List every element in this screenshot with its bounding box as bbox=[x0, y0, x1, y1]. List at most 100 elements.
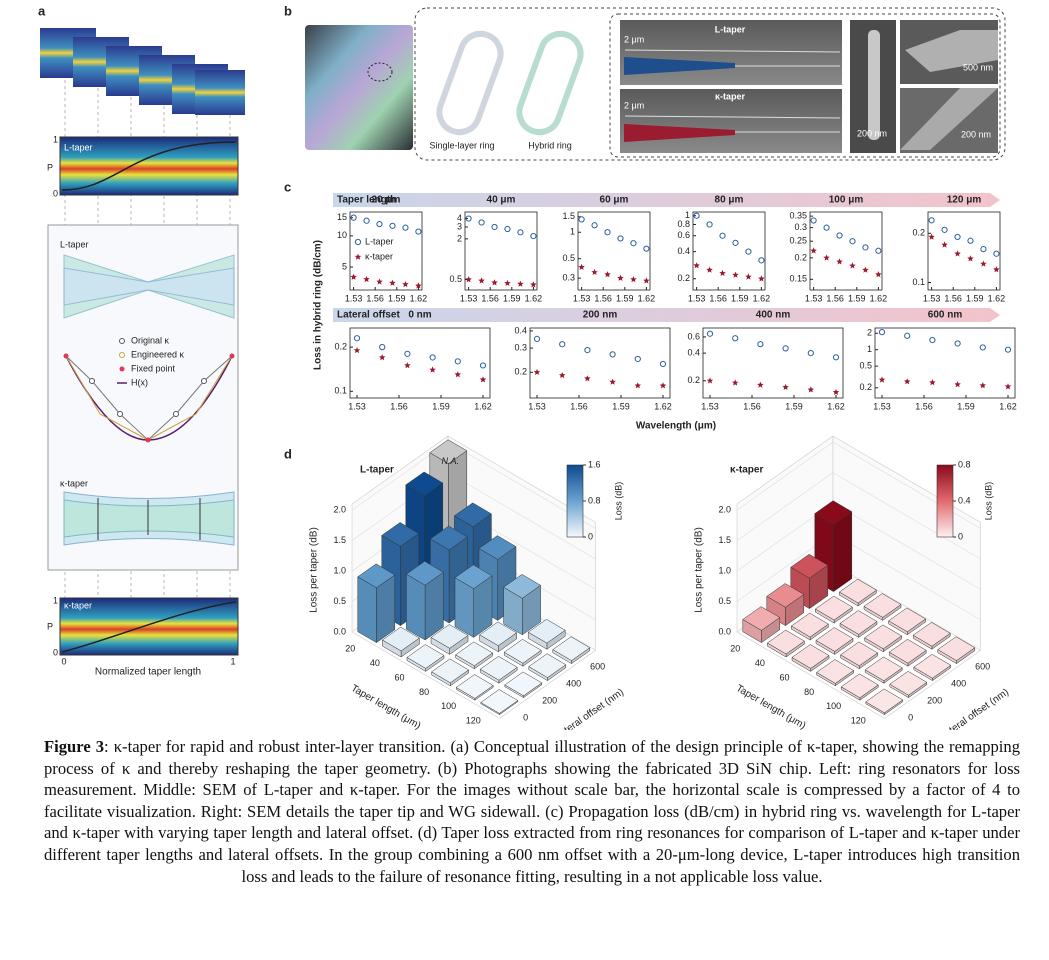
legend-marker bbox=[119, 338, 125, 344]
x-tick-label: 1.59 bbox=[957, 401, 975, 411]
sem-tip bbox=[905, 30, 998, 72]
y-tick-label: 1.5 bbox=[562, 211, 575, 221]
panel-label: b bbox=[284, 3, 292, 18]
x-tick-label: 1.62 bbox=[638, 293, 656, 303]
bar-top bbox=[840, 641, 879, 667]
bar-front bbox=[357, 576, 377, 644]
point bbox=[758, 257, 765, 264]
scale-label: 2 μm bbox=[624, 34, 644, 44]
kappa-points bbox=[89, 378, 207, 417]
x-tick-label: 1.56 bbox=[743, 401, 761, 411]
bar-top bbox=[742, 606, 781, 631]
point bbox=[643, 245, 650, 252]
y-tick-label: 0.6 bbox=[687, 331, 700, 341]
z-tick-label: 1.5 bbox=[718, 535, 731, 545]
row-header: Lateral offset bbox=[337, 310, 400, 321]
x-tick-label: 60 bbox=[779, 672, 789, 682]
point bbox=[954, 233, 961, 241]
x-tick-label: 1.56 bbox=[390, 401, 408, 411]
point bbox=[745, 273, 752, 280]
bar-top bbox=[453, 502, 492, 528]
plot-frame bbox=[577, 211, 651, 291]
bar-top bbox=[406, 644, 445, 669]
point bbox=[517, 229, 524, 236]
point bbox=[533, 368, 541, 375]
power-curve bbox=[61, 601, 237, 653]
point bbox=[862, 266, 869, 273]
y-tick-label: 0 bbox=[523, 712, 528, 722]
plot-frame bbox=[809, 211, 883, 291]
point bbox=[706, 221, 713, 228]
point bbox=[967, 255, 974, 262]
legend-marker bbox=[119, 352, 125, 358]
bar-chart-3d: 0.0 0.5 1.0 1.5 2.0 Loss per taper (dB) 20 40 60… bbox=[309, 435, 626, 730]
point bbox=[402, 224, 409, 231]
bar-side bbox=[833, 511, 853, 593]
point bbox=[617, 235, 624, 242]
colorbar-tick-label: 0.8 bbox=[958, 459, 971, 469]
caption: Figure 3: κ-taper for rapid and robust i… bbox=[44, 736, 1020, 887]
point bbox=[353, 335, 361, 342]
z-tick-label: 1.5 bbox=[333, 535, 346, 545]
bar-top bbox=[431, 658, 470, 684]
x-tick-label: 1.59 bbox=[785, 401, 803, 411]
point bbox=[389, 222, 396, 229]
bar-top bbox=[381, 626, 420, 652]
legend-label: L-taper bbox=[365, 236, 394, 246]
x-tick-label: 1.56 bbox=[826, 293, 844, 303]
x-tick-label: 1.62 bbox=[988, 293, 1006, 303]
bar-top bbox=[816, 659, 855, 684]
x-tick-label: 1.59 bbox=[731, 293, 749, 303]
y-tick-label: 0.4 bbox=[677, 246, 690, 256]
bar-top bbox=[864, 656, 903, 682]
subplot-title: 100 μm bbox=[829, 195, 864, 206]
point bbox=[967, 237, 974, 244]
point bbox=[849, 238, 856, 245]
bar-top bbox=[454, 564, 493, 589]
x-tick-label: 80 bbox=[419, 687, 429, 697]
point bbox=[745, 248, 752, 255]
x-tick-label: 1.59 bbox=[616, 293, 634, 303]
point bbox=[810, 217, 817, 224]
point bbox=[757, 341, 764, 348]
bar-chart-3d: 0.0 0.5 1.0 1.5 2.0 Loss per taper (dB) 20 40 60… bbox=[694, 435, 1011, 730]
axis-label: Taper length (μm) bbox=[734, 683, 808, 730]
colorbar-tick-label: 0 bbox=[588, 531, 593, 541]
x-tick-label: 1.56 bbox=[570, 401, 588, 411]
bar-top bbox=[791, 644, 830, 669]
sem-title: κ-taper bbox=[715, 91, 746, 101]
colorbar bbox=[936, 464, 954, 538]
scale-label: 2 μm bbox=[624, 100, 644, 110]
x-tick-label: 1.56 bbox=[944, 293, 962, 303]
x-tick-label: 1.62 bbox=[999, 401, 1017, 411]
subplot-title: 200 nm bbox=[583, 310, 618, 321]
point bbox=[807, 386, 814, 393]
point bbox=[941, 226, 948, 233]
point bbox=[454, 358, 461, 365]
point bbox=[530, 232, 537, 240]
y-tick-label: 0.2 bbox=[687, 375, 700, 385]
x-tick-label: 1.53 bbox=[573, 293, 591, 303]
point bbox=[350, 214, 357, 221]
subplot-title: 20 μm bbox=[372, 195, 401, 206]
z-tick-label: 0.0 bbox=[718, 626, 731, 636]
y-tick-label: 0.3 bbox=[794, 222, 807, 232]
plot-frame bbox=[702, 327, 844, 399]
bar-top bbox=[912, 622, 951, 647]
axis-label: Lateral offset (nm) bbox=[938, 687, 1011, 730]
colorbar-label: Loss (dB) bbox=[613, 482, 623, 521]
taper-shape bbox=[63, 267, 235, 306]
point bbox=[643, 277, 650, 284]
y-tick-label: 0.8 bbox=[677, 219, 690, 229]
colorbar-tick-label: 0 bbox=[958, 531, 963, 541]
point bbox=[659, 382, 667, 389]
bar-top bbox=[814, 500, 853, 525]
plot-title: κ-taper bbox=[64, 600, 92, 610]
y-tick-label: 2 bbox=[867, 328, 872, 338]
point bbox=[878, 376, 886, 383]
x-tick-label: 1.62 bbox=[654, 401, 672, 411]
y-tick-label: 0.2 bbox=[677, 273, 690, 283]
x-tick-label: 1.53 bbox=[460, 293, 478, 303]
colorbar-tick-label: 0.4 bbox=[958, 495, 971, 505]
section-lines bbox=[97, 498, 201, 540]
